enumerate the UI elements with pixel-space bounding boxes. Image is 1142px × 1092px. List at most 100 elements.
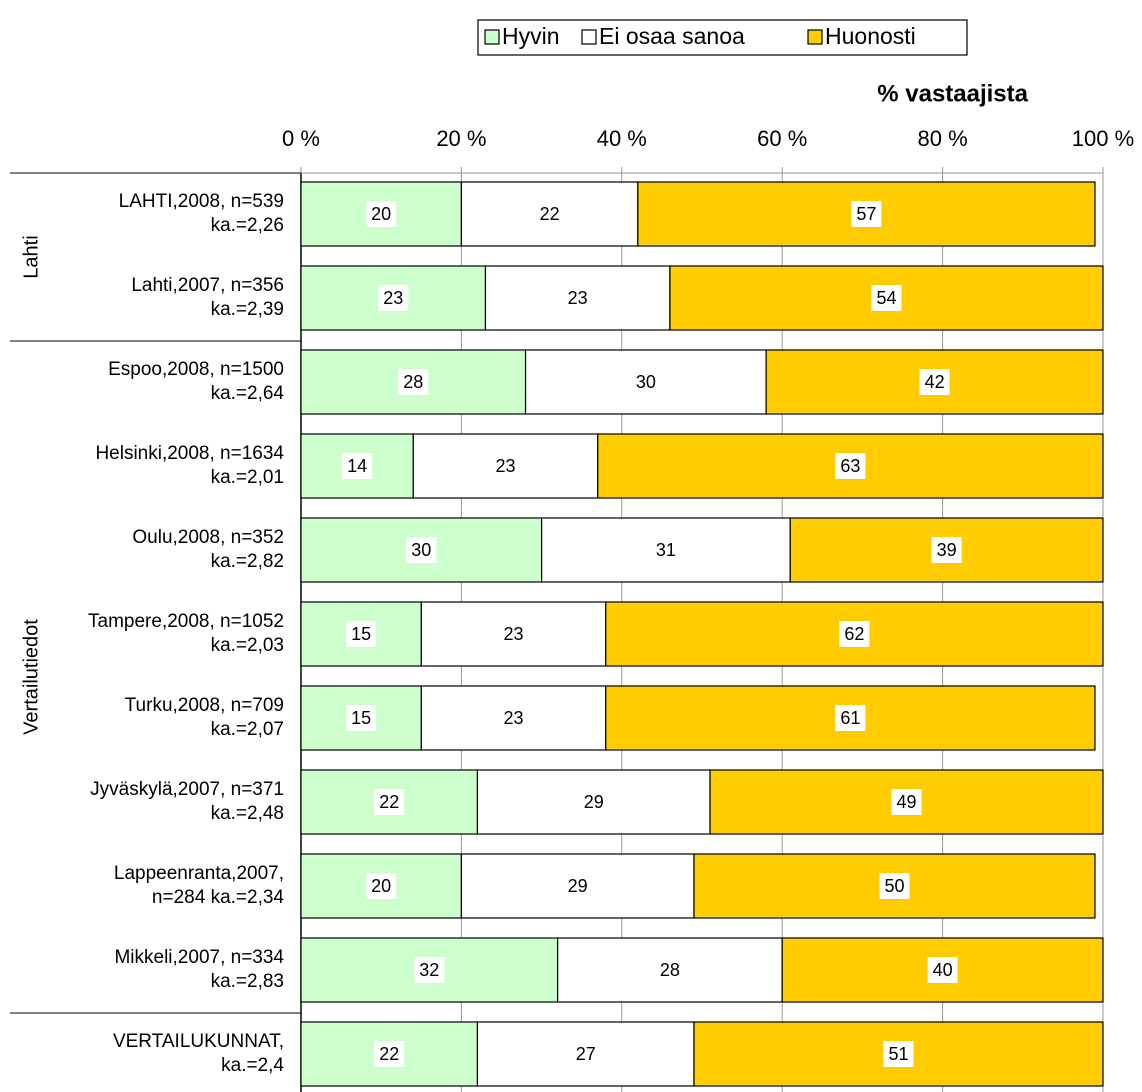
y-tick-label: ka.=2,03 xyxy=(211,635,284,656)
legend-box xyxy=(477,19,968,56)
data-label: 23 xyxy=(504,624,524,644)
data-label-bg xyxy=(414,957,445,983)
legend-swatch xyxy=(484,29,500,45)
y-tick-label: ka.=2,82 xyxy=(211,551,284,572)
data-label-bg xyxy=(374,789,405,815)
data-label: 42 xyxy=(925,372,945,392)
group-label: Lahti xyxy=(20,235,42,278)
data-label: 29 xyxy=(584,792,604,812)
legend-label: Huonosti xyxy=(825,23,916,49)
data-label-bg xyxy=(398,369,429,395)
data-label: 28 xyxy=(403,372,423,392)
data-label: 49 xyxy=(896,792,916,812)
data-label: 54 xyxy=(876,288,896,308)
data-label-bg xyxy=(378,285,409,311)
data-label: 15 xyxy=(351,624,371,644)
data-label-bg xyxy=(346,621,377,647)
data-label: 23 xyxy=(495,456,515,476)
data-label-bg xyxy=(342,453,373,479)
x-tick-label: 0 % xyxy=(282,126,320,151)
y-tick-label: ka.=2,64 xyxy=(211,383,285,404)
data-label-bg xyxy=(839,621,870,647)
y-tick-label: Oulu,2008, n=352 xyxy=(132,527,284,548)
data-label-bg xyxy=(891,789,922,815)
x-tick-label: 60 % xyxy=(757,126,807,151)
data-label: 51 xyxy=(888,1044,908,1064)
data-label: 50 xyxy=(884,876,904,896)
x-tick-label: 100 % xyxy=(1072,126,1134,151)
data-label-bg xyxy=(366,873,397,899)
y-tick-label: Lappeenranta,2007, xyxy=(114,863,284,884)
x-tick-label: 40 % xyxy=(597,126,647,151)
data-label-bg xyxy=(871,285,902,311)
legend-label: Ei osaa sanoa xyxy=(599,23,745,49)
data-label: 27 xyxy=(576,1044,596,1064)
data-label: 30 xyxy=(636,372,656,392)
data-label: 20 xyxy=(371,204,391,224)
data-label: 23 xyxy=(504,708,524,728)
data-label: 29 xyxy=(568,876,588,896)
data-label: 20 xyxy=(371,876,391,896)
y-tick-label: VERTAILUKUNNAT, xyxy=(113,1031,284,1052)
data-label: 32 xyxy=(419,960,439,980)
data-label: 31 xyxy=(656,540,676,560)
y-tick-label: Tampere,2008, n=1052 xyxy=(88,611,284,632)
data-label-bg xyxy=(931,537,962,563)
data-label-bg xyxy=(851,201,882,227)
data-label: 23 xyxy=(568,288,588,308)
data-label: 22 xyxy=(379,792,399,812)
data-label-bg xyxy=(835,453,866,479)
data-label-bg xyxy=(374,1041,405,1067)
y-tick-label: ka.=2,01 xyxy=(211,467,284,488)
y-tick-label: Helsinki,2008, n=1634 xyxy=(95,443,284,464)
data-label-bg xyxy=(654,957,685,983)
data-label-bg xyxy=(650,537,681,563)
data-label-bg xyxy=(883,1041,914,1067)
data-label-bg xyxy=(630,369,661,395)
axis-title: % vastaajista xyxy=(877,80,1028,107)
data-label: 57 xyxy=(856,204,876,224)
data-label-bg xyxy=(879,873,910,899)
data-label-bg xyxy=(919,369,950,395)
y-tick-label: Mikkeli,2007, n=334 xyxy=(114,947,284,968)
y-tick-label: ka.=2,39 xyxy=(211,299,284,320)
data-label-bg xyxy=(562,285,593,311)
y-tick-label: Lahti,2007, n=356 xyxy=(131,275,284,296)
data-label: 23 xyxy=(383,288,403,308)
y-tick-label: Espoo,2008, n=1500 xyxy=(108,359,284,380)
y-tick-label: ka.=2,26 xyxy=(211,215,284,236)
y-tick-label: ka.=2,07 xyxy=(211,719,284,740)
data-label: 15 xyxy=(351,708,371,728)
x-tick-label: 80 % xyxy=(918,126,968,151)
data-label-bg xyxy=(406,537,437,563)
data-label: 22 xyxy=(379,1044,399,1064)
y-tick-label: n=284 ka.=2,34 xyxy=(152,887,284,908)
data-label: 62 xyxy=(844,624,864,644)
data-label-bg xyxy=(498,705,529,731)
group-label: Vertailutiedot xyxy=(20,619,42,735)
data-label-bg xyxy=(835,705,866,731)
data-label-bg xyxy=(578,789,609,815)
bar-segment xyxy=(540,517,791,583)
y-tick-label: Turku,2008, n=709 xyxy=(125,695,284,716)
y-tick-label: ka.=2,48 xyxy=(211,803,284,824)
data-label: 22 xyxy=(540,204,560,224)
data-label-bg xyxy=(498,621,529,647)
data-label-bg xyxy=(490,453,521,479)
y-tick-label: LAHTI,2008, n=539 xyxy=(119,191,284,212)
legend-swatch xyxy=(807,29,823,45)
data-label-bg xyxy=(346,705,377,731)
y-tick-label: ka.=2,4 xyxy=(221,1055,284,1076)
data-label-bg xyxy=(562,873,593,899)
x-tick-label: 20 % xyxy=(436,126,486,151)
data-label-bg xyxy=(927,957,958,983)
data-label: 40 xyxy=(933,960,953,980)
data-label-bg xyxy=(366,201,397,227)
data-label: 28 xyxy=(660,960,680,980)
data-label: 63 xyxy=(840,456,860,476)
legend-swatch xyxy=(581,29,597,45)
bar-segment xyxy=(693,853,1096,919)
legend-label: Hyvin xyxy=(502,23,560,49)
data-label: 14 xyxy=(347,456,367,476)
